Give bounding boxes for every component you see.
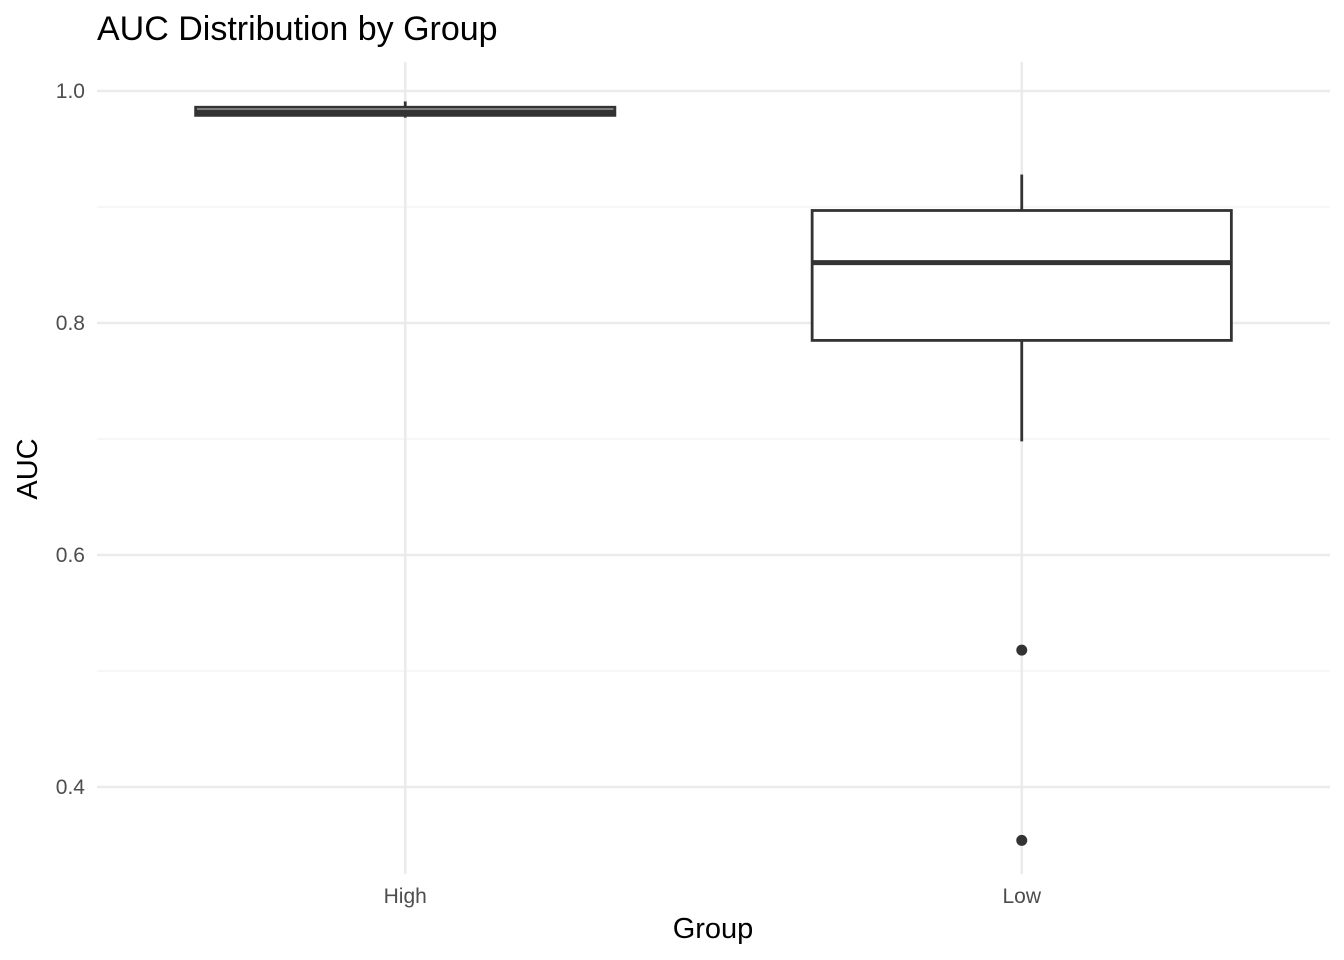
grid-lines (97, 62, 1330, 874)
box-layer (194, 101, 1233, 846)
x-tick-label: High (384, 885, 427, 908)
y-tick-label: 0.6 (56, 544, 85, 567)
outlier-point (1016, 834, 1028, 846)
chart-title: AUC Distribution by Group (97, 10, 498, 48)
y-tick-label: 0.8 (56, 312, 85, 335)
y-tick-label: 0.4 (56, 776, 86, 799)
box-iqr (810, 209, 1233, 342)
box-high (194, 101, 617, 118)
y-tick-labels: 0.4 0.6 0.8 1.0 (56, 80, 86, 799)
x-axis-title: Group (673, 913, 754, 945)
y-tick-label: 1.0 (56, 80, 85, 103)
box-low (810, 174, 1233, 846)
x-tick-label: Low (1002, 885, 1041, 908)
outlier-point (1016, 644, 1028, 656)
x-tick-labels: High Low (384, 885, 1042, 908)
y-axis-title: AUC (12, 438, 44, 499)
